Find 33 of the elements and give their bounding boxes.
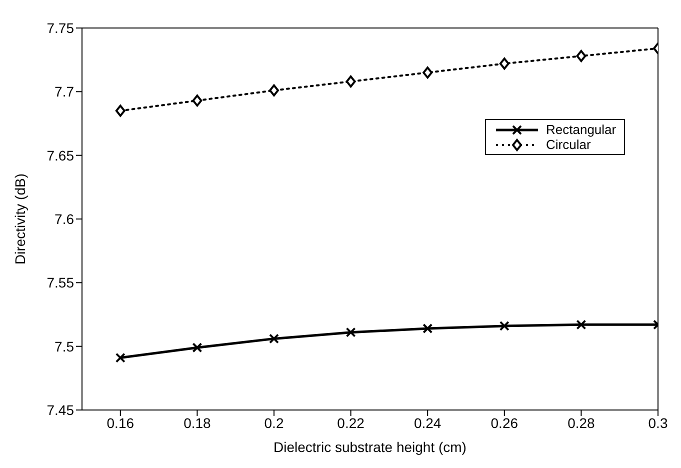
y-tick-label: 7.6 [54, 210, 74, 227]
y-axis-title: Directivity (dB) [12, 173, 28, 265]
y-tick-label: 7.5 [54, 338, 74, 354]
point [115, 352, 126, 363]
point [499, 58, 510, 70]
point [269, 334, 279, 344]
point [422, 324, 433, 334]
point [499, 320, 510, 331]
legend-label: Rectangular [546, 122, 616, 137]
y-tick-label: 7.65 [46, 147, 74, 164]
point [576, 50, 586, 62]
x-tick-label: 0.18 [184, 414, 212, 431]
x-tick-label: 0.22 [337, 414, 365, 431]
point [576, 320, 586, 330]
x-tick-label: 0.16 [106, 414, 134, 431]
x-tick-label: 0.28 [568, 414, 596, 431]
y-tick-label: 7.55 [46, 274, 74, 291]
point [192, 342, 202, 353]
point [269, 84, 279, 96]
y-tick-label: 7.75 [46, 20, 74, 36]
point [422, 66, 433, 79]
x-axis-title: Dielectric substrate height (cm) [274, 439, 466, 455]
x-tick-label: 0.2 [264, 414, 284, 431]
y-tick-label: 7.45 [46, 402, 74, 418]
point [115, 104, 126, 117]
y-tick-label: 7.7 [54, 84, 74, 100]
x-tick-label: 0.26 [490, 414, 518, 431]
point [192, 94, 202, 107]
legend-label: Circular [546, 137, 591, 152]
x-tick-label: 0.24 [414, 414, 442, 431]
x-tick-label: 0.3 [648, 414, 668, 431]
point [346, 327, 356, 338]
point [346, 75, 356, 88]
